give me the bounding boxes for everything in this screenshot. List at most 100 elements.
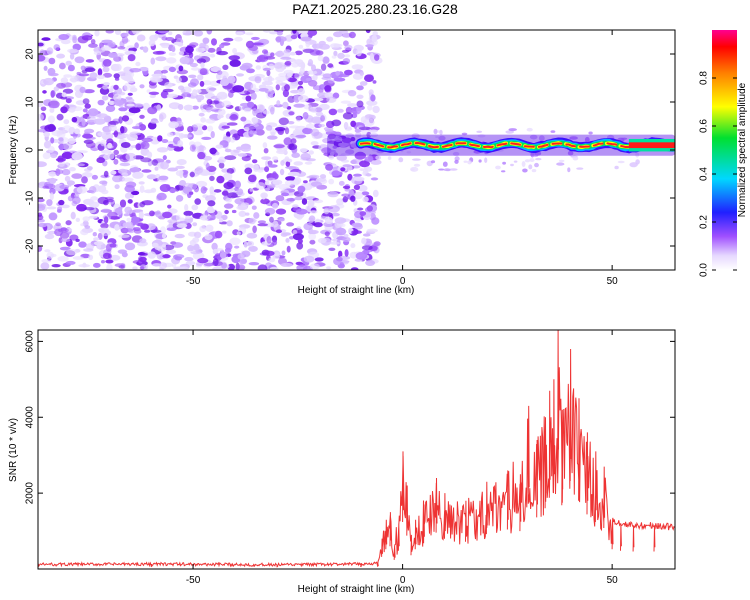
noise-blob xyxy=(240,258,248,264)
noise-blob xyxy=(375,155,381,160)
noise-blob xyxy=(244,126,256,130)
noise-blob xyxy=(438,135,446,141)
noise-blob xyxy=(263,148,269,154)
noise-blob xyxy=(179,126,184,132)
noise-blob xyxy=(236,73,244,77)
noise-blob xyxy=(181,92,191,98)
noise-blob xyxy=(208,87,217,91)
noise-blob xyxy=(220,78,230,86)
noise-blob xyxy=(119,162,131,167)
noise-blob xyxy=(139,266,145,270)
noise-blob xyxy=(60,82,73,88)
noise-blob xyxy=(191,67,200,71)
noise-blob xyxy=(92,232,98,237)
noise-blob xyxy=(435,136,440,138)
noise-blob xyxy=(285,176,296,181)
noise-blob xyxy=(303,222,314,231)
noise-blob xyxy=(58,137,64,142)
noise-blob xyxy=(226,131,231,138)
noise-blob xyxy=(146,174,158,180)
noise-blob xyxy=(120,142,131,148)
noise-blob xyxy=(204,234,213,241)
noise-blob xyxy=(361,191,370,196)
noise-blob xyxy=(221,125,230,129)
noise-blob xyxy=(442,161,448,167)
noise-blob xyxy=(191,204,199,211)
noise-blob xyxy=(144,229,151,233)
x-tick-label: 0 xyxy=(400,276,406,287)
noise-blob xyxy=(100,223,109,229)
noise-blob xyxy=(236,205,248,211)
noise-blob xyxy=(173,266,186,270)
noise-blob xyxy=(284,127,290,135)
noise-blob xyxy=(243,107,252,113)
noise-blob xyxy=(387,156,392,161)
noise-blob xyxy=(43,140,52,149)
noise-blob xyxy=(227,192,238,199)
noise-blob xyxy=(313,199,324,204)
noise-blob xyxy=(178,65,184,72)
noise-blob xyxy=(230,149,240,156)
noise-blob xyxy=(112,174,123,183)
noise-blob xyxy=(75,217,81,222)
noise-blob xyxy=(149,210,155,217)
noise-blob xyxy=(257,169,264,173)
noise-blob xyxy=(203,262,215,267)
noise-blob xyxy=(369,52,374,61)
noise-blob xyxy=(232,85,245,93)
noise-blob xyxy=(294,50,303,56)
noise-blob xyxy=(50,153,58,159)
noise-blob xyxy=(60,106,68,114)
noise-blob xyxy=(262,142,268,149)
noise-blob xyxy=(262,49,268,54)
noise-blob xyxy=(160,75,167,80)
noise-blob xyxy=(246,240,255,247)
noise-blob xyxy=(252,159,258,164)
noise-blob xyxy=(175,195,184,202)
noise-blob xyxy=(229,136,236,143)
noise-blob xyxy=(113,73,120,79)
noise-blob xyxy=(43,77,55,86)
noise-blob xyxy=(223,182,234,190)
noise-blob xyxy=(139,256,147,262)
noise-blob xyxy=(96,157,105,164)
noise-blob xyxy=(298,44,304,49)
noise-blob xyxy=(286,197,296,202)
noise-blob xyxy=(254,76,262,84)
noise-blob xyxy=(274,62,283,69)
noise-blob xyxy=(287,143,298,150)
noise-blob xyxy=(48,171,57,177)
noise-blob xyxy=(113,158,119,165)
noise-blob xyxy=(219,43,225,49)
noise-blob xyxy=(79,86,86,94)
noise-blob xyxy=(84,168,92,172)
noise-blob xyxy=(314,257,324,262)
noise-blob xyxy=(141,169,152,173)
noise-blob xyxy=(232,47,238,54)
noise-blob xyxy=(366,131,372,138)
noise-blob xyxy=(81,119,86,127)
noise-blob xyxy=(64,175,71,182)
noise-blob xyxy=(328,178,335,185)
noise-blob xyxy=(344,44,353,51)
noise-blob xyxy=(291,152,301,158)
noise-blob xyxy=(216,50,229,56)
noise-blob xyxy=(347,173,353,181)
noise-blob xyxy=(178,85,185,91)
noise-blob xyxy=(268,257,276,263)
noise-blob xyxy=(210,131,215,139)
noise-blob xyxy=(341,193,351,197)
noise-blob xyxy=(65,220,72,226)
noise-blob xyxy=(272,202,279,209)
noise-blob xyxy=(121,36,129,44)
noise-blob xyxy=(274,51,285,57)
noise-blob xyxy=(310,128,320,137)
noise-blob xyxy=(206,215,216,221)
noise-blob xyxy=(50,137,55,144)
noise-blob xyxy=(288,111,295,116)
noise-blob xyxy=(146,223,156,231)
noise-blob xyxy=(85,59,95,63)
noise-blob xyxy=(76,163,85,167)
y-tick-label: 0 xyxy=(25,147,36,153)
noise-blob xyxy=(369,132,379,138)
